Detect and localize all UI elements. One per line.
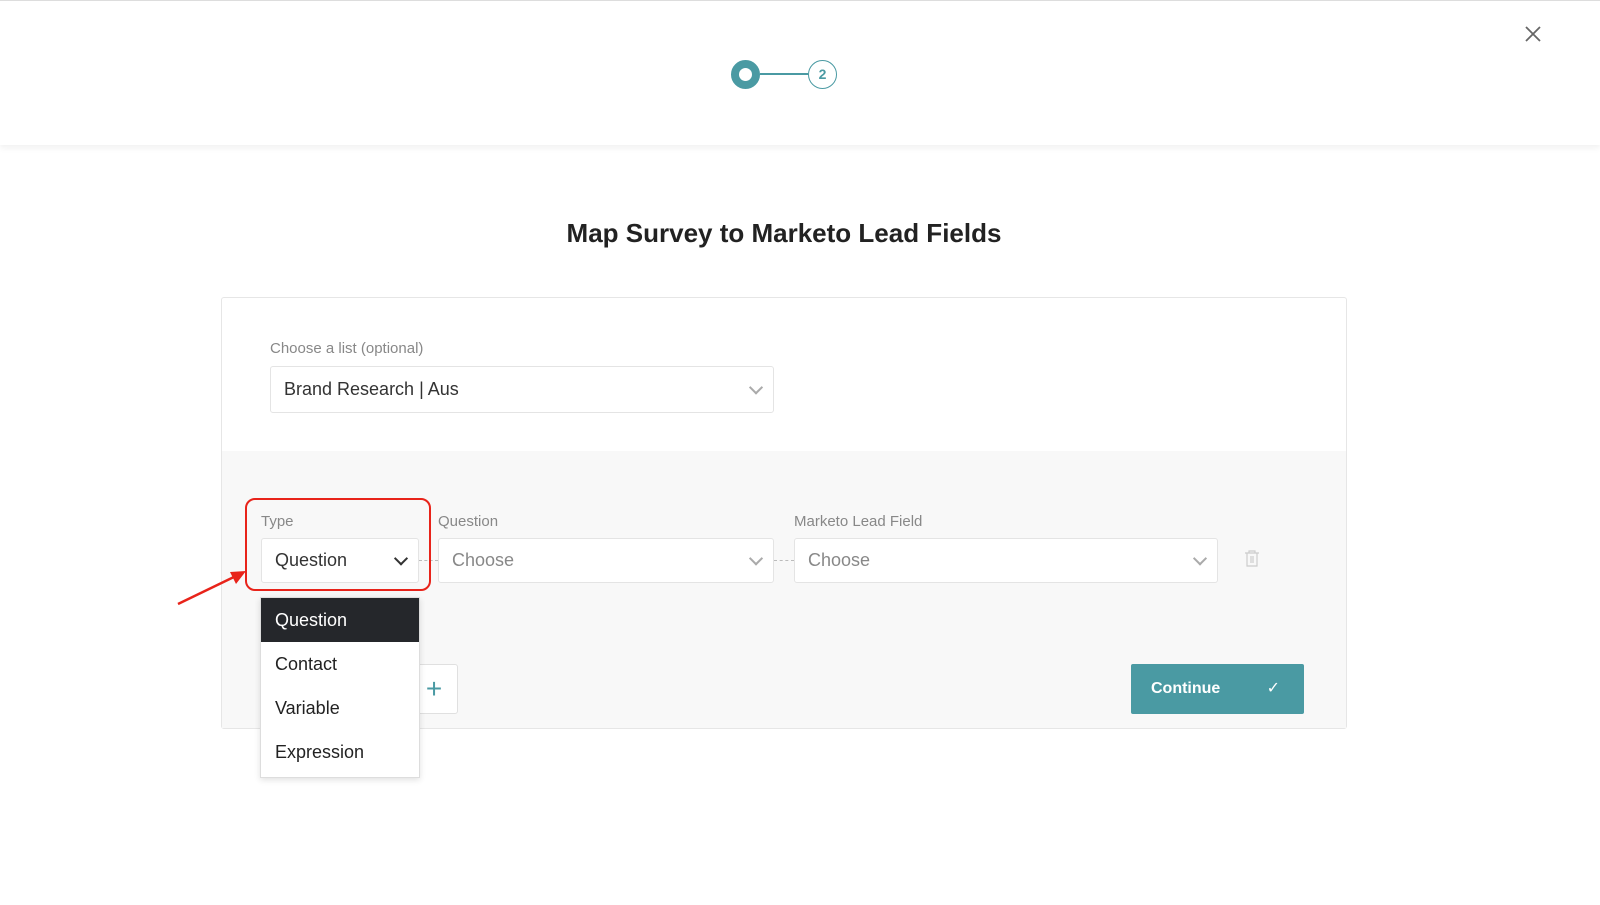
lead-field-label: Marketo Lead Field: [794, 513, 923, 530]
check-icon: ✓: [1266, 680, 1280, 697]
lead-field-placeholder: Choose: [808, 550, 871, 570]
annotation-arrow-icon: [177, 571, 246, 606]
step-1-indicator: [731, 60, 760, 89]
chevron-down-icon: [748, 550, 764, 566]
list-value: Brand Research | Aus: [284, 379, 459, 399]
continue-label: Continue: [1151, 680, 1221, 697]
list-select[interactable]: Brand Research | Aus: [270, 366, 774, 413]
question-select[interactable]: Choose: [438, 538, 774, 583]
type-select[interactable]: Question: [261, 538, 419, 583]
menu-item-question[interactable]: Question: [261, 598, 419, 642]
question-placeholder: Choose: [452, 550, 515, 570]
chevron-down-icon: [748, 379, 764, 395]
type-value: Question: [275, 550, 348, 570]
type-dropdown-menu: Question Contact Variable Expression: [260, 597, 420, 778]
wizard-header: 2: [0, 0, 1600, 145]
list-label: Choose a list (optional): [270, 340, 424, 357]
continue-button[interactable]: Continue ✓: [1131, 664, 1304, 714]
question-label: Question: [438, 513, 499, 530]
menu-item-contact[interactable]: Contact: [275, 654, 338, 674]
annotation-highlight-box: [245, 498, 431, 591]
trash-icon[interactable]: [1244, 549, 1260, 568]
close-icon[interactable]: [1522, 23, 1544, 45]
menu-item-variable[interactable]: Variable: [275, 698, 340, 718]
type-label: Type: [261, 513, 294, 530]
chevron-down-icon: [1192, 550, 1208, 566]
step-connector: [760, 73, 808, 75]
connector-line: [419, 560, 438, 561]
page-title: Map Survey to Marketo Lead Fields: [566, 218, 1002, 248]
step-2-indicator[interactable]: 2: [808, 60, 837, 89]
lead-field-select[interactable]: Choose: [794, 538, 1218, 583]
menu-item-expression[interactable]: Expression: [275, 742, 365, 762]
connector-line: [774, 560, 794, 561]
